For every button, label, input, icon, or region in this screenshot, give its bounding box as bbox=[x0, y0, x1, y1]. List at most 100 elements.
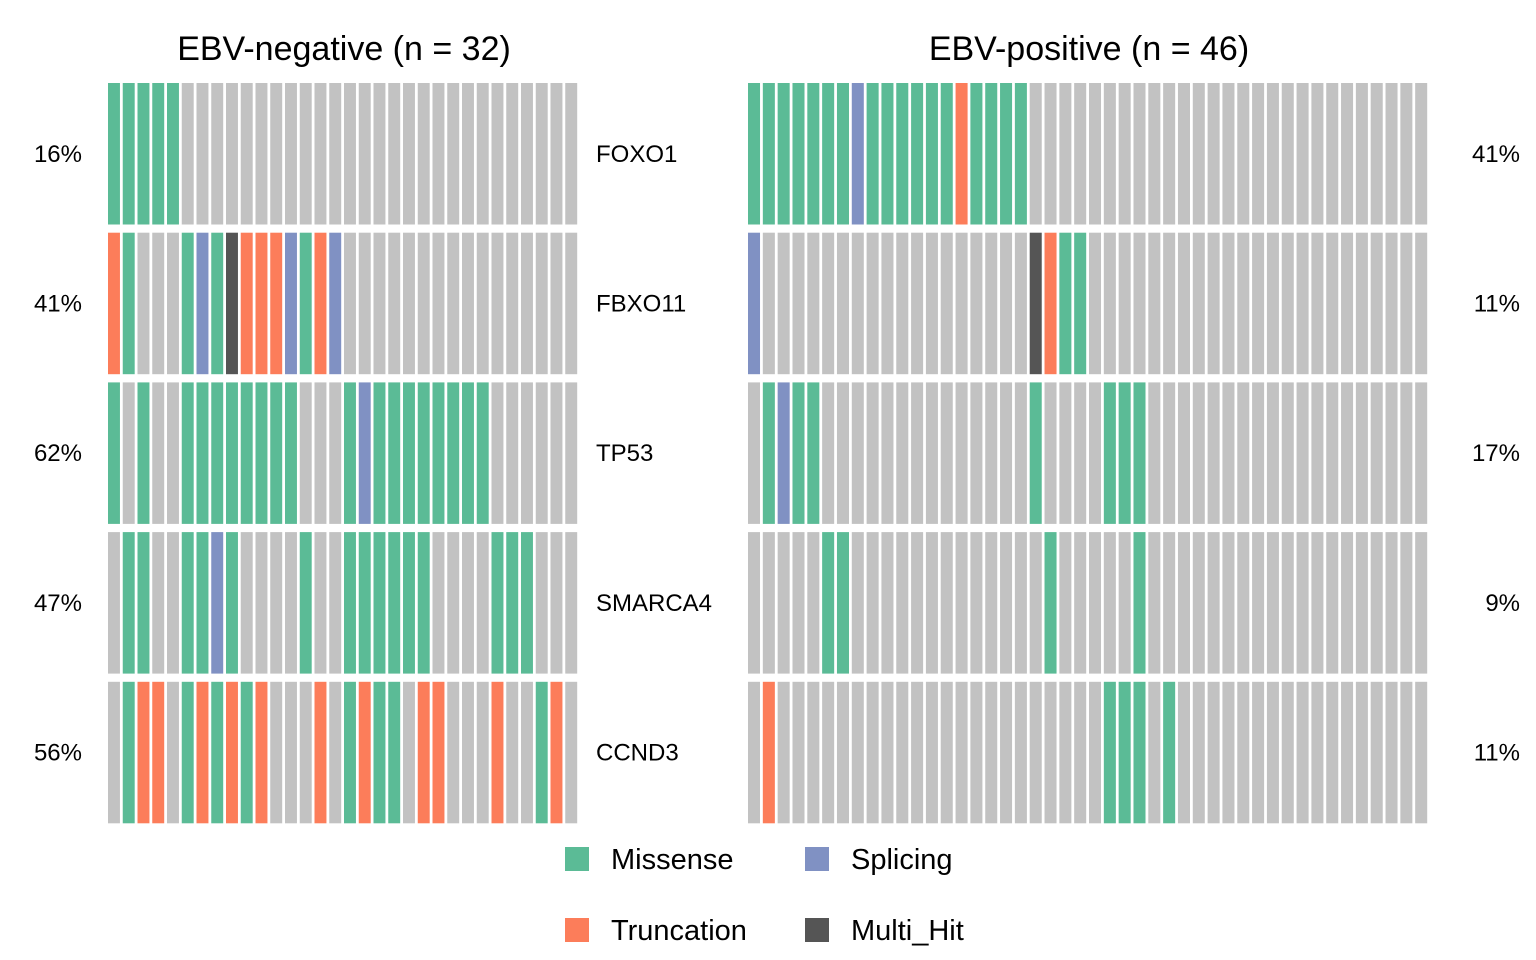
cell-missense bbox=[403, 532, 415, 674]
cell-none bbox=[1222, 532, 1235, 674]
cell-missense bbox=[388, 532, 401, 674]
cell-none bbox=[1029, 532, 1042, 674]
cell-none bbox=[970, 232, 983, 375]
cell-none bbox=[506, 232, 519, 375]
cell-none bbox=[866, 232, 879, 375]
row-fbxo11: 41% bbox=[34, 232, 578, 375]
cell-none bbox=[985, 532, 998, 674]
cell-none bbox=[152, 382, 165, 524]
cell-none bbox=[285, 681, 297, 824]
cell-none bbox=[851, 382, 864, 524]
cell-none bbox=[299, 382, 312, 524]
percent-label: 11% bbox=[1474, 290, 1520, 317]
cell-none bbox=[1177, 83, 1190, 225]
cell-none bbox=[1281, 681, 1294, 824]
cell-splicing bbox=[777, 382, 790, 524]
cell-none bbox=[1000, 532, 1013, 674]
cell-none bbox=[851, 681, 864, 824]
cell-none bbox=[1014, 382, 1027, 524]
cell-truncation bbox=[314, 232, 327, 375]
cell-none bbox=[1341, 382, 1354, 524]
cell-truncation bbox=[270, 232, 283, 375]
cell-none bbox=[329, 681, 342, 824]
cell-none bbox=[1237, 681, 1250, 824]
cell-missense bbox=[417, 532, 430, 674]
cell-none bbox=[1266, 532, 1279, 674]
cell-none bbox=[565, 382, 578, 524]
cell-none bbox=[1266, 83, 1279, 225]
legend-item-missense: Missense bbox=[565, 844, 734, 876]
gene-label: FOXO1 bbox=[596, 141, 677, 168]
cell-none bbox=[985, 382, 998, 524]
cell-splicing bbox=[748, 232, 761, 375]
cell-none bbox=[535, 382, 548, 524]
cell-none bbox=[1252, 681, 1265, 824]
cell-truncation bbox=[137, 681, 150, 824]
cell-none bbox=[1133, 232, 1146, 375]
cell-none bbox=[911, 232, 924, 375]
cell-none bbox=[1400, 681, 1413, 824]
cell-none bbox=[955, 532, 968, 674]
cell-none bbox=[1281, 232, 1294, 375]
cell-missense bbox=[255, 382, 268, 524]
cell-none bbox=[1355, 532, 1368, 674]
cell-none bbox=[1103, 83, 1116, 225]
cell-none bbox=[373, 83, 386, 225]
cell-missense bbox=[417, 382, 430, 524]
cell-none bbox=[299, 681, 312, 824]
cell-truncation bbox=[762, 681, 775, 824]
cell-none bbox=[550, 532, 563, 674]
cell-none bbox=[1370, 532, 1383, 674]
cell-missense bbox=[1133, 681, 1146, 824]
cell-none bbox=[108, 532, 120, 674]
cell-none bbox=[777, 532, 790, 674]
cell-truncation bbox=[1044, 232, 1057, 375]
cell-none bbox=[1207, 532, 1220, 674]
cell-missense bbox=[491, 532, 504, 674]
cell-none bbox=[925, 382, 938, 524]
cell-none bbox=[270, 681, 283, 824]
cell-missense bbox=[925, 83, 938, 225]
cell-missense bbox=[181, 532, 194, 674]
cell-missense bbox=[299, 232, 312, 375]
cell-missense bbox=[1014, 83, 1027, 225]
cell-none bbox=[1355, 382, 1368, 524]
cell-none bbox=[1192, 232, 1205, 375]
cell-truncation bbox=[152, 681, 165, 824]
cell-none bbox=[1074, 681, 1087, 824]
cell-none bbox=[1415, 232, 1428, 375]
cell-missense bbox=[432, 382, 445, 524]
cell-none bbox=[940, 681, 953, 824]
row-tp53: 62% bbox=[34, 382, 578, 524]
cell-none bbox=[329, 382, 342, 524]
cell-none bbox=[911, 532, 924, 674]
cell-none bbox=[506, 681, 519, 824]
cell-missense bbox=[1044, 532, 1057, 674]
cell-none bbox=[881, 382, 894, 524]
cell-missense bbox=[211, 232, 224, 375]
cell-missense bbox=[940, 83, 953, 225]
cell-none bbox=[1385, 681, 1398, 824]
cell-truncation bbox=[108, 232, 120, 375]
cell-splicing bbox=[329, 232, 342, 375]
cell-none bbox=[1148, 681, 1161, 824]
cell-none bbox=[521, 382, 533, 524]
cell-truncation bbox=[432, 681, 445, 824]
cell-none bbox=[1222, 382, 1235, 524]
cell-none bbox=[1074, 532, 1087, 674]
cell-missense bbox=[1133, 532, 1146, 674]
cell-missense bbox=[447, 382, 460, 524]
cell-none bbox=[985, 232, 998, 375]
cell-none bbox=[1014, 681, 1027, 824]
cell-missense bbox=[807, 83, 820, 225]
cell-none bbox=[911, 382, 924, 524]
cell-none bbox=[476, 532, 489, 674]
cell-none bbox=[807, 681, 820, 824]
cell-missense bbox=[748, 83, 761, 225]
cell-missense bbox=[1163, 681, 1176, 824]
cell-none bbox=[1000, 681, 1013, 824]
cell-none bbox=[1252, 382, 1265, 524]
cell-none bbox=[1326, 382, 1339, 524]
cell-none bbox=[1148, 232, 1161, 375]
cell-none bbox=[822, 232, 835, 375]
